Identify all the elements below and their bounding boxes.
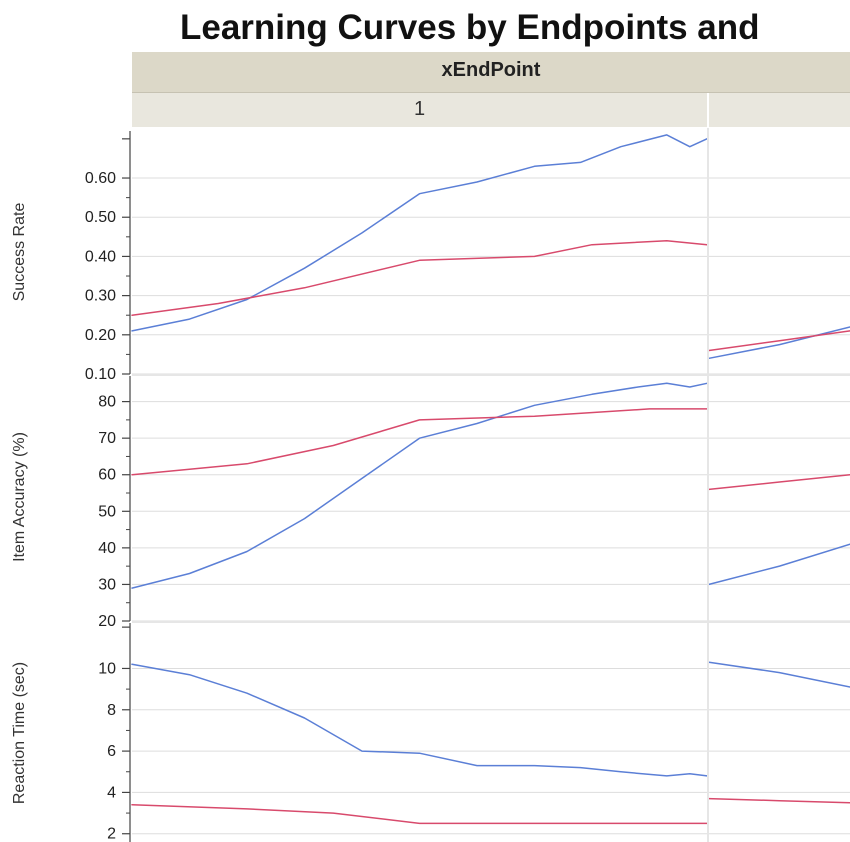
column-divider (707, 128, 709, 842)
y-tick-label: 0.40 (85, 248, 116, 265)
panel-bg (132, 623, 707, 842)
y-tick-label: 0.50 (85, 209, 116, 226)
panel-bg (132, 131, 707, 374)
facet-header-strip: xEndPoint (132, 52, 850, 93)
series-line-blue (708, 326, 850, 360)
y-tick-label: 80 (98, 394, 116, 411)
y-tick-label: 20 (98, 613, 116, 630)
row-separator (132, 374, 850, 376)
y-tick-label: 60 (98, 467, 116, 484)
facet-column-strip (132, 93, 850, 127)
facet-header-label: xEndPoint (441, 59, 541, 81)
facet-column-divider (707, 93, 709, 127)
series-line-blue (131, 663, 708, 777)
chart-title: Learning Curves by Endpoints and (180, 8, 760, 47)
panel-bg (709, 376, 850, 621)
panel-bg (132, 376, 707, 621)
y-tick-label: 6 (107, 743, 116, 760)
row-separator (132, 621, 850, 623)
y-tick-label: 70 (98, 430, 116, 447)
series-line-blue (131, 382, 708, 589)
series-line-blue (708, 543, 850, 586)
series-line-blue (708, 661, 850, 688)
y-tick-label: 2 (107, 826, 116, 842)
y-tick-label: 0.30 (85, 288, 116, 305)
panel-bg (709, 131, 850, 374)
y-tick-label: 50 (98, 503, 116, 520)
series-line-blue (131, 134, 708, 332)
y-tick-label: 0.10 (85, 366, 116, 383)
panel-bg (709, 623, 850, 842)
y-tick-label: 0.20 (85, 327, 116, 344)
series-line-red (708, 797, 850, 804)
series-line-red (131, 804, 708, 825)
y-tick-label: 40 (98, 540, 116, 557)
series-line-red (708, 330, 850, 352)
y-tick-label: 30 (98, 576, 116, 593)
facet-column-label-1: 1 (413, 98, 426, 120)
y-tick-label: 8 (107, 702, 116, 719)
series-line-red (708, 473, 850, 491)
y-tick-label: 0.60 (85, 170, 116, 187)
y-tick-label: 10 (98, 660, 116, 677)
series-line-red (131, 239, 708, 316)
y-tick-label: 4 (107, 784, 116, 801)
series-line-red (131, 408, 708, 476)
